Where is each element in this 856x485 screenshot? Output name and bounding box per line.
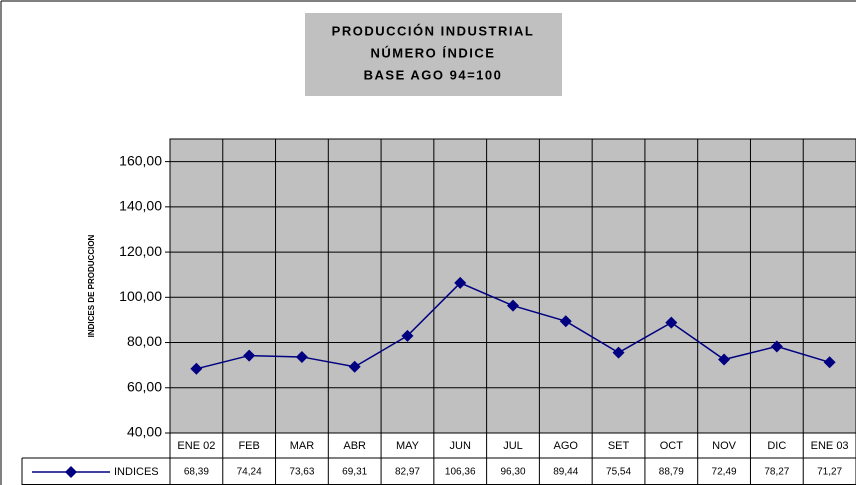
marker: [770, 340, 783, 353]
x-tick-label: ENE 03: [811, 440, 849, 452]
marker: [612, 346, 625, 359]
legend-label: INDICES: [114, 466, 159, 478]
y-tick-label: 40,00: [127, 424, 162, 440]
marker: [295, 350, 308, 363]
marker: [507, 299, 519, 312]
marker: [823, 356, 836, 369]
marker: [665, 316, 678, 329]
x-tick-label: FEB: [238, 440, 259, 452]
x-tick-label: JUL: [503, 440, 523, 452]
data-label: 68,39: [184, 467, 209, 478]
y-axis-label: INDICES DE PRODUCCION: [87, 234, 96, 337]
x-tick-label: DIC: [767, 440, 786, 452]
marker: [243, 349, 256, 362]
data-label: 72,49: [712, 467, 737, 478]
y-tick-label: 80,00: [127, 333, 162, 349]
chart-title: BASE AGO 94=100: [364, 67, 503, 82]
data-label: 74,24: [237, 467, 262, 478]
x-tick-label: JUN: [450, 440, 471, 452]
y-tick-label: 60,00: [127, 378, 162, 394]
y-tick-label: 100,00: [119, 288, 162, 304]
data-label: 106,36: [445, 467, 476, 478]
y-tick-label: 120,00: [119, 243, 162, 259]
y-tick-label: 140,00: [119, 198, 162, 214]
data-label: 69,31: [342, 467, 367, 478]
marker: [401, 329, 414, 342]
marker: [454, 276, 467, 289]
chart-title: NÚMERO ÍNDICE: [371, 45, 496, 60]
y-tick-label: 160,00: [119, 152, 162, 168]
legend-marker: [65, 466, 77, 478]
x-tick-label: ENE 02: [177, 440, 215, 452]
x-tick-label: MAR: [290, 440, 315, 452]
data-label: 89,44: [553, 467, 578, 478]
marker: [559, 315, 572, 328]
x-tick-label: ABR: [343, 440, 366, 452]
data-label: 78,27: [764, 467, 789, 478]
x-tick-label: MAY: [396, 440, 420, 452]
plot-area: [169, 138, 856, 434]
chart-title: PRODUCCIÓN INDUSTRIAL: [332, 23, 535, 38]
marker: [190, 362, 203, 375]
data-label: 82,97: [395, 467, 420, 478]
data-label: 75,54: [606, 467, 631, 478]
data-label: 88,79: [659, 467, 684, 478]
x-tick-label: AGO: [554, 440, 579, 452]
marker: [718, 353, 731, 366]
x-tick-label: OCT: [660, 440, 684, 452]
data-label: 73,63: [289, 467, 314, 478]
marker: [348, 360, 361, 373]
data-label: 96,30: [500, 467, 525, 478]
data-label: 71,27: [817, 467, 842, 478]
title-box: [305, 13, 562, 96]
x-tick-label: NOV: [712, 440, 737, 452]
x-tick-label: SET: [608, 440, 630, 452]
